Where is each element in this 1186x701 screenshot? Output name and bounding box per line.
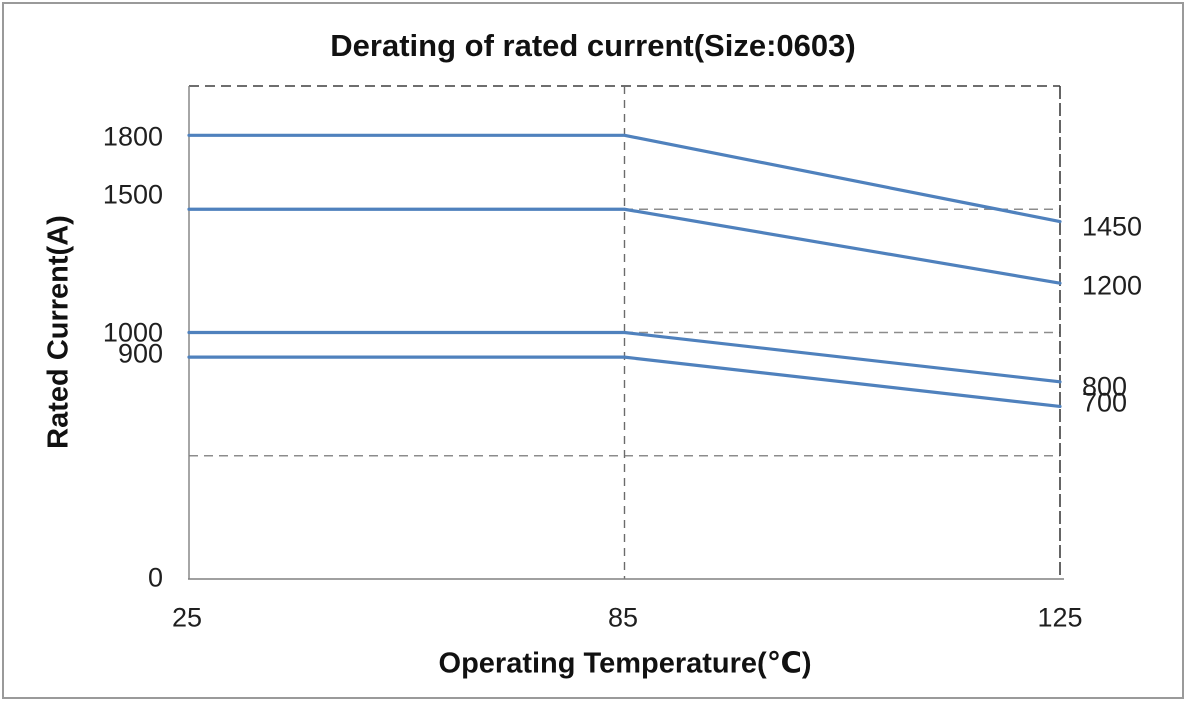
series-end-label-1450: 1450 <box>1082 211 1143 242</box>
chart-title: Derating of rated current(Size:0603) <box>330 28 856 63</box>
series-start-label-1500: 1500 <box>102 179 163 210</box>
x-axis-title: Operating Temperature(℃) <box>438 647 812 680</box>
x-tick-label-85: 85 <box>607 602 639 633</box>
series-line-1500 <box>187 207 1062 285</box>
series-end-label-800: 800 <box>1082 371 1128 402</box>
y-axis-title: Rated Current(A) <box>42 215 75 449</box>
series-start-label-1800: 1800 <box>102 121 163 152</box>
series-end-label-1200: 1200 <box>1082 270 1143 301</box>
series-line-1800 <box>187 133 1062 224</box>
series-start-label-1000: 1000 <box>102 317 163 348</box>
x-tick-label-125: 125 <box>1037 602 1083 633</box>
series-line-900 <box>187 355 1062 409</box>
x-tick-label-25: 25 <box>171 602 203 633</box>
series-end-label-700: 700 <box>1082 387 1128 418</box>
y-axis-origin-label: 0 <box>147 562 163 593</box>
series-start-label-900: 900 <box>117 338 163 369</box>
series-line-1000 <box>187 330 1062 384</box>
